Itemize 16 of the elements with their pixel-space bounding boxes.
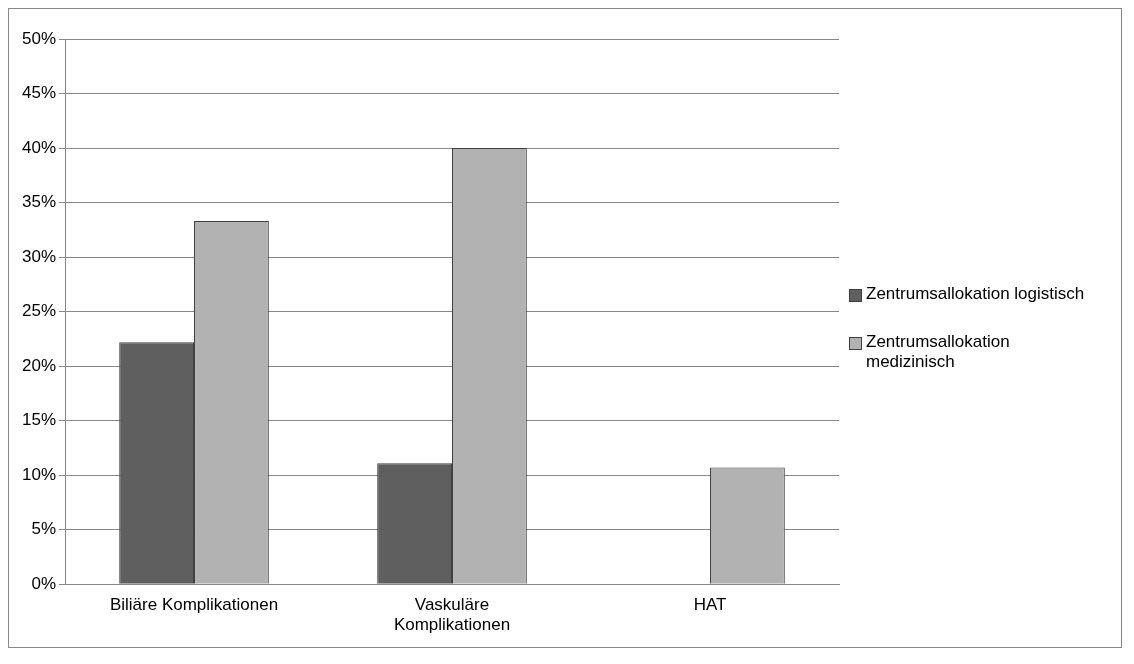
x-tick-label: Vaskuläre Komplikationen: [393, 595, 511, 635]
legend-label: Zentrumsallokation medizinisch: [866, 332, 1011, 372]
x-tick-label: Biliäre Komplikationen: [109, 595, 279, 615]
y-tick-label: 35%: [21, 192, 57, 212]
legend-label: Zentrumsallokation logistisch: [866, 284, 1086, 304]
y-tick-label: 45%: [21, 83, 57, 103]
y-tick-label: 10%: [21, 464, 57, 484]
y-tick-label: 25%: [21, 301, 57, 321]
y-tick-label: 30%: [21, 246, 57, 266]
y-tick-label: 15%: [21, 410, 57, 430]
x-tick-label: HAT: [693, 595, 727, 615]
y-tick-label: 40%: [21, 137, 57, 157]
y-tick-label: 20%: [21, 355, 57, 375]
y-tick-label: 0%: [31, 573, 57, 593]
y-tick-label: 5%: [31, 519, 57, 539]
y-tick-label: 50%: [21, 28, 57, 48]
